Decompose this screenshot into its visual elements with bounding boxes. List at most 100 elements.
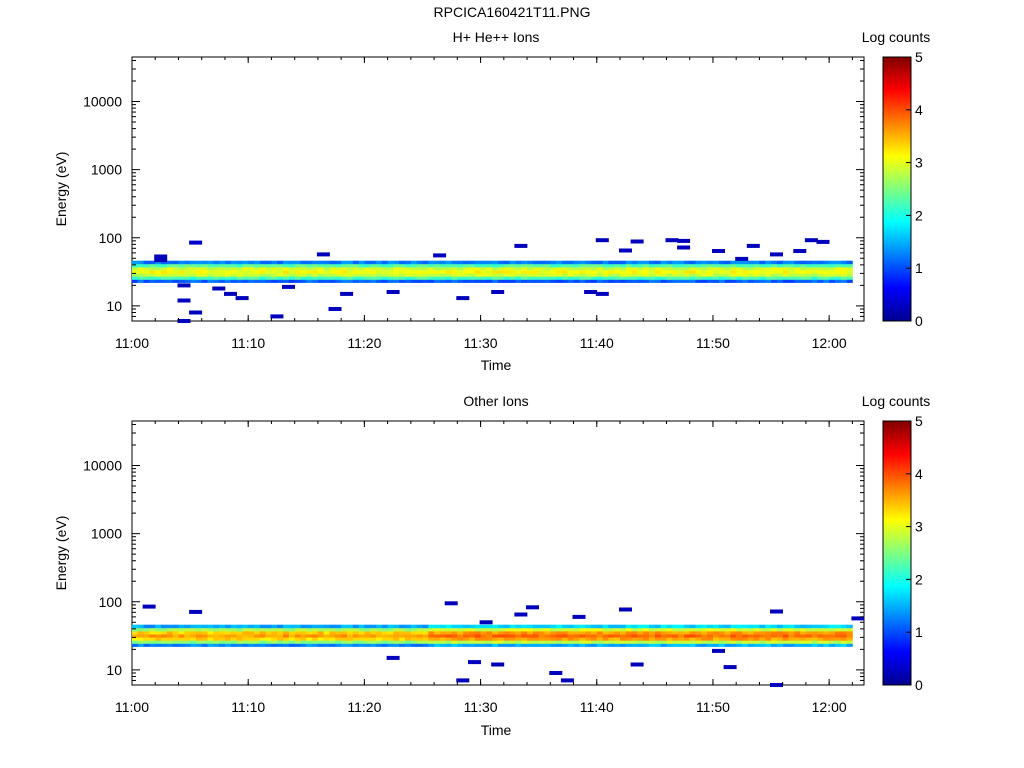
band-cell [649, 263, 656, 268]
band-cell [434, 263, 441, 268]
colorbar [882, 420, 912, 686]
band-cell [637, 279, 644, 283]
band-cell [701, 631, 708, 635]
band-cell [707, 267, 714, 271]
band-cell [352, 267, 359, 271]
band-cell [399, 276, 406, 280]
band-cell [591, 643, 598, 647]
band-cell [381, 631, 388, 635]
band-cell [620, 631, 627, 635]
band-cell [230, 640, 237, 644]
band-cell [347, 260, 354, 265]
band-cell [608, 273, 615, 277]
band-cell [713, 631, 720, 635]
band-cell [428, 624, 435, 629]
band-cell [498, 624, 505, 629]
band-cell [155, 624, 162, 629]
band-cell [190, 643, 197, 647]
band-cell [393, 631, 400, 635]
band-cell [329, 276, 336, 280]
band-cell [747, 273, 754, 277]
y-tick-label: 10000 [83, 94, 122, 110]
band-cell [742, 631, 749, 635]
band-cell [788, 640, 795, 644]
band-cell [399, 279, 406, 283]
band-cell [585, 643, 592, 647]
band-cell [306, 631, 313, 635]
band-cell [846, 270, 853, 274]
band-cell [585, 260, 592, 265]
band-cell [759, 270, 766, 274]
band-cell [469, 624, 476, 629]
band-cell [358, 279, 365, 283]
band-cell [376, 640, 383, 644]
band-cell [486, 267, 493, 271]
band-cell [376, 279, 383, 283]
band-cell [294, 631, 301, 635]
band-cell [184, 627, 191, 632]
band-cell [550, 634, 557, 638]
band-cell [422, 263, 429, 268]
band-cell [370, 627, 377, 632]
count-pixel [770, 683, 783, 687]
band-cell [486, 640, 493, 644]
band-cell [190, 263, 197, 268]
band-cell [178, 276, 185, 280]
band-cell [498, 279, 505, 283]
band-cell [782, 270, 789, 274]
band-cell [155, 637, 162, 641]
band-cell [625, 640, 632, 644]
band-cell [835, 276, 842, 280]
band-cell [649, 279, 656, 283]
band-cell [794, 627, 801, 632]
band-cell [207, 643, 214, 647]
count-pixel [793, 249, 807, 253]
band-cell [236, 637, 243, 641]
band-cell [416, 260, 423, 265]
band-cell [602, 267, 609, 271]
band-cell [776, 260, 784, 265]
band-cell [254, 643, 261, 647]
band-cell [172, 640, 179, 644]
band-cell [387, 270, 394, 274]
band-cell [248, 631, 255, 635]
band-cell [335, 270, 342, 274]
band-cell [201, 267, 208, 271]
band-cell [207, 267, 214, 271]
band-cell [672, 267, 679, 271]
band-cell [492, 273, 499, 277]
band-cell [457, 637, 464, 641]
band-cell [608, 627, 615, 632]
band-cell [736, 279, 743, 283]
band-cell [689, 273, 696, 277]
band-cell [195, 634, 203, 638]
band-cell [410, 267, 418, 271]
band-cell [527, 624, 534, 629]
band-cell [422, 624, 429, 629]
band-cell [347, 643, 354, 647]
band-cell [509, 624, 516, 629]
count-pixel [595, 291, 609, 296]
band-cell [521, 279, 528, 283]
band-cell [800, 267, 807, 271]
band-cell [376, 276, 383, 280]
band-cell [556, 279, 563, 283]
band-cell [335, 273, 342, 277]
band-cell [713, 634, 720, 638]
figure-title: RPCICA160421T11.PNG [433, 4, 591, 20]
band-cell [254, 640, 261, 644]
band-cell [451, 273, 458, 277]
band-cell [347, 640, 354, 644]
band-cell [161, 276, 168, 280]
band-cell [358, 627, 365, 632]
band-cell [277, 276, 284, 280]
band-cell [794, 273, 801, 277]
band-cell [666, 270, 673, 274]
band-cell [521, 640, 528, 644]
band-cell [771, 279, 778, 283]
count-pixel [630, 662, 644, 667]
band-cell [184, 637, 191, 641]
band-cell [538, 640, 545, 644]
band-cell [387, 273, 394, 277]
band-cell [410, 643, 418, 647]
